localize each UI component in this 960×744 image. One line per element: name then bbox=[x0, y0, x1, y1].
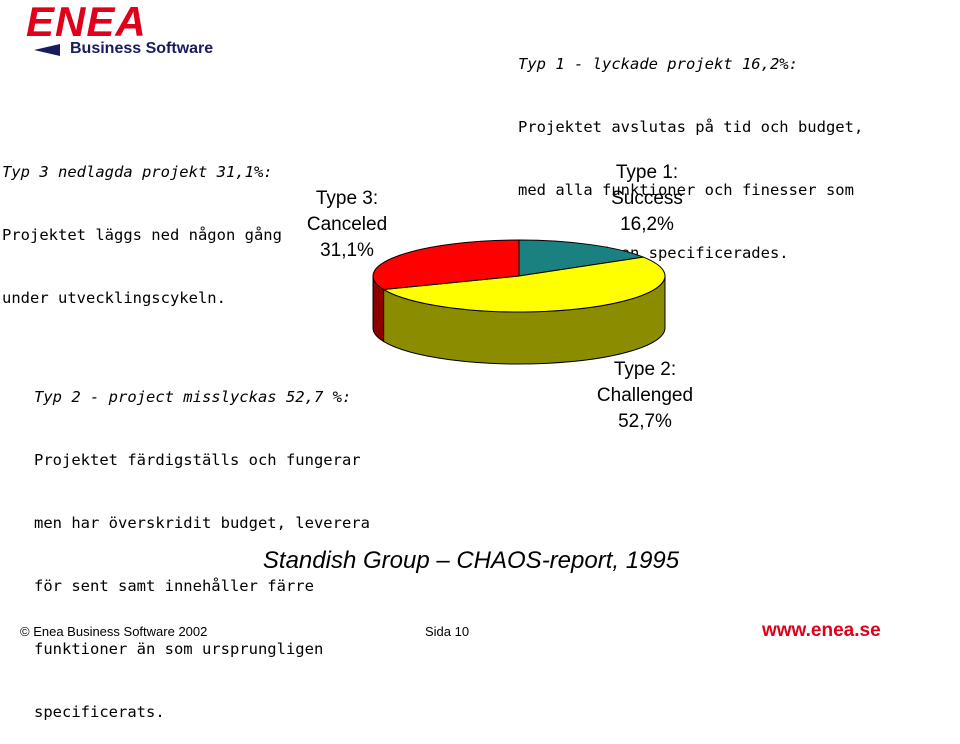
pie-slices bbox=[372, 239, 666, 365]
type2-line: Projektet färdigställs och fungerar bbox=[34, 451, 361, 469]
type2-line: för sent samt innehåller färre bbox=[34, 577, 314, 595]
type1-description: Typ 1 - lyckade projekt 16,2%: Projektet… bbox=[518, 12, 863, 285]
slice-label-line: Canceled bbox=[306, 214, 388, 235]
footer-copyright: © Enea Business Software 2002 bbox=[20, 624, 208, 639]
type1-line: med alla funktioner och finesser som bbox=[518, 181, 854, 199]
type1-heading: Typ 1 - lyckade projekt 16,2%: bbox=[518, 55, 798, 73]
slice-label-line: Type 2: bbox=[613, 359, 677, 380]
logo-tagline: Business Software bbox=[70, 40, 214, 57]
type3-description: Typ 3 nedlagda projekt 31,1%: Projektet … bbox=[2, 120, 282, 330]
slice-label-line: 52,7% bbox=[618, 411, 672, 432]
pie-slice bbox=[372, 239, 520, 290]
slice-label-line: Challenged bbox=[596, 385, 694, 406]
slice-label-line: Success bbox=[611, 188, 683, 209]
slice-label-line: 31,1% bbox=[320, 240, 374, 261]
pie-chart bbox=[372, 239, 666, 365]
slice-label-type3: Type 3: Canceled 31,1% bbox=[272, 186, 422, 264]
type2-heading: Typ 2 - project misslyckas 52,7 %: bbox=[34, 388, 352, 406]
type2-line: men har överskridit budget, leverera bbox=[34, 514, 370, 532]
slice-label-type1: Type 1: Success 16,2% bbox=[572, 160, 722, 238]
slice-label-line: 16,2% bbox=[620, 214, 674, 235]
pie-slice bbox=[518, 239, 646, 277]
type2-line: funktioner än som ursprungligen bbox=[34, 640, 324, 658]
footer-page-number: Sida 10 bbox=[425, 624, 470, 639]
type3-line: Projektet läggs ned någon gång bbox=[2, 226, 282, 244]
logo-wordmark: ENEA bbox=[26, 0, 147, 45]
type1-line: Projektet avslutas på tid och budget, bbox=[518, 118, 864, 136]
pie-slice bbox=[382, 256, 666, 313]
slice-label-type2: Type 2: Challenged 52,7% bbox=[570, 357, 720, 435]
type2-line: specificerats. bbox=[34, 703, 165, 721]
chart-title: Standish Group – CHAOS-report, 1995 bbox=[262, 547, 680, 574]
slice-label-line: Type 1: bbox=[615, 162, 679, 183]
slice-label-line: Type 3: bbox=[315, 188, 379, 209]
type3-heading: Typ 3 nedlagda projekt 31,1%: bbox=[2, 163, 273, 181]
footer-url[interactable]: www.enea.se bbox=[762, 620, 881, 641]
enea-logo: ENEA Business Software bbox=[14, 0, 254, 60]
type3-line: under utvecklingscykeln. bbox=[2, 289, 226, 307]
